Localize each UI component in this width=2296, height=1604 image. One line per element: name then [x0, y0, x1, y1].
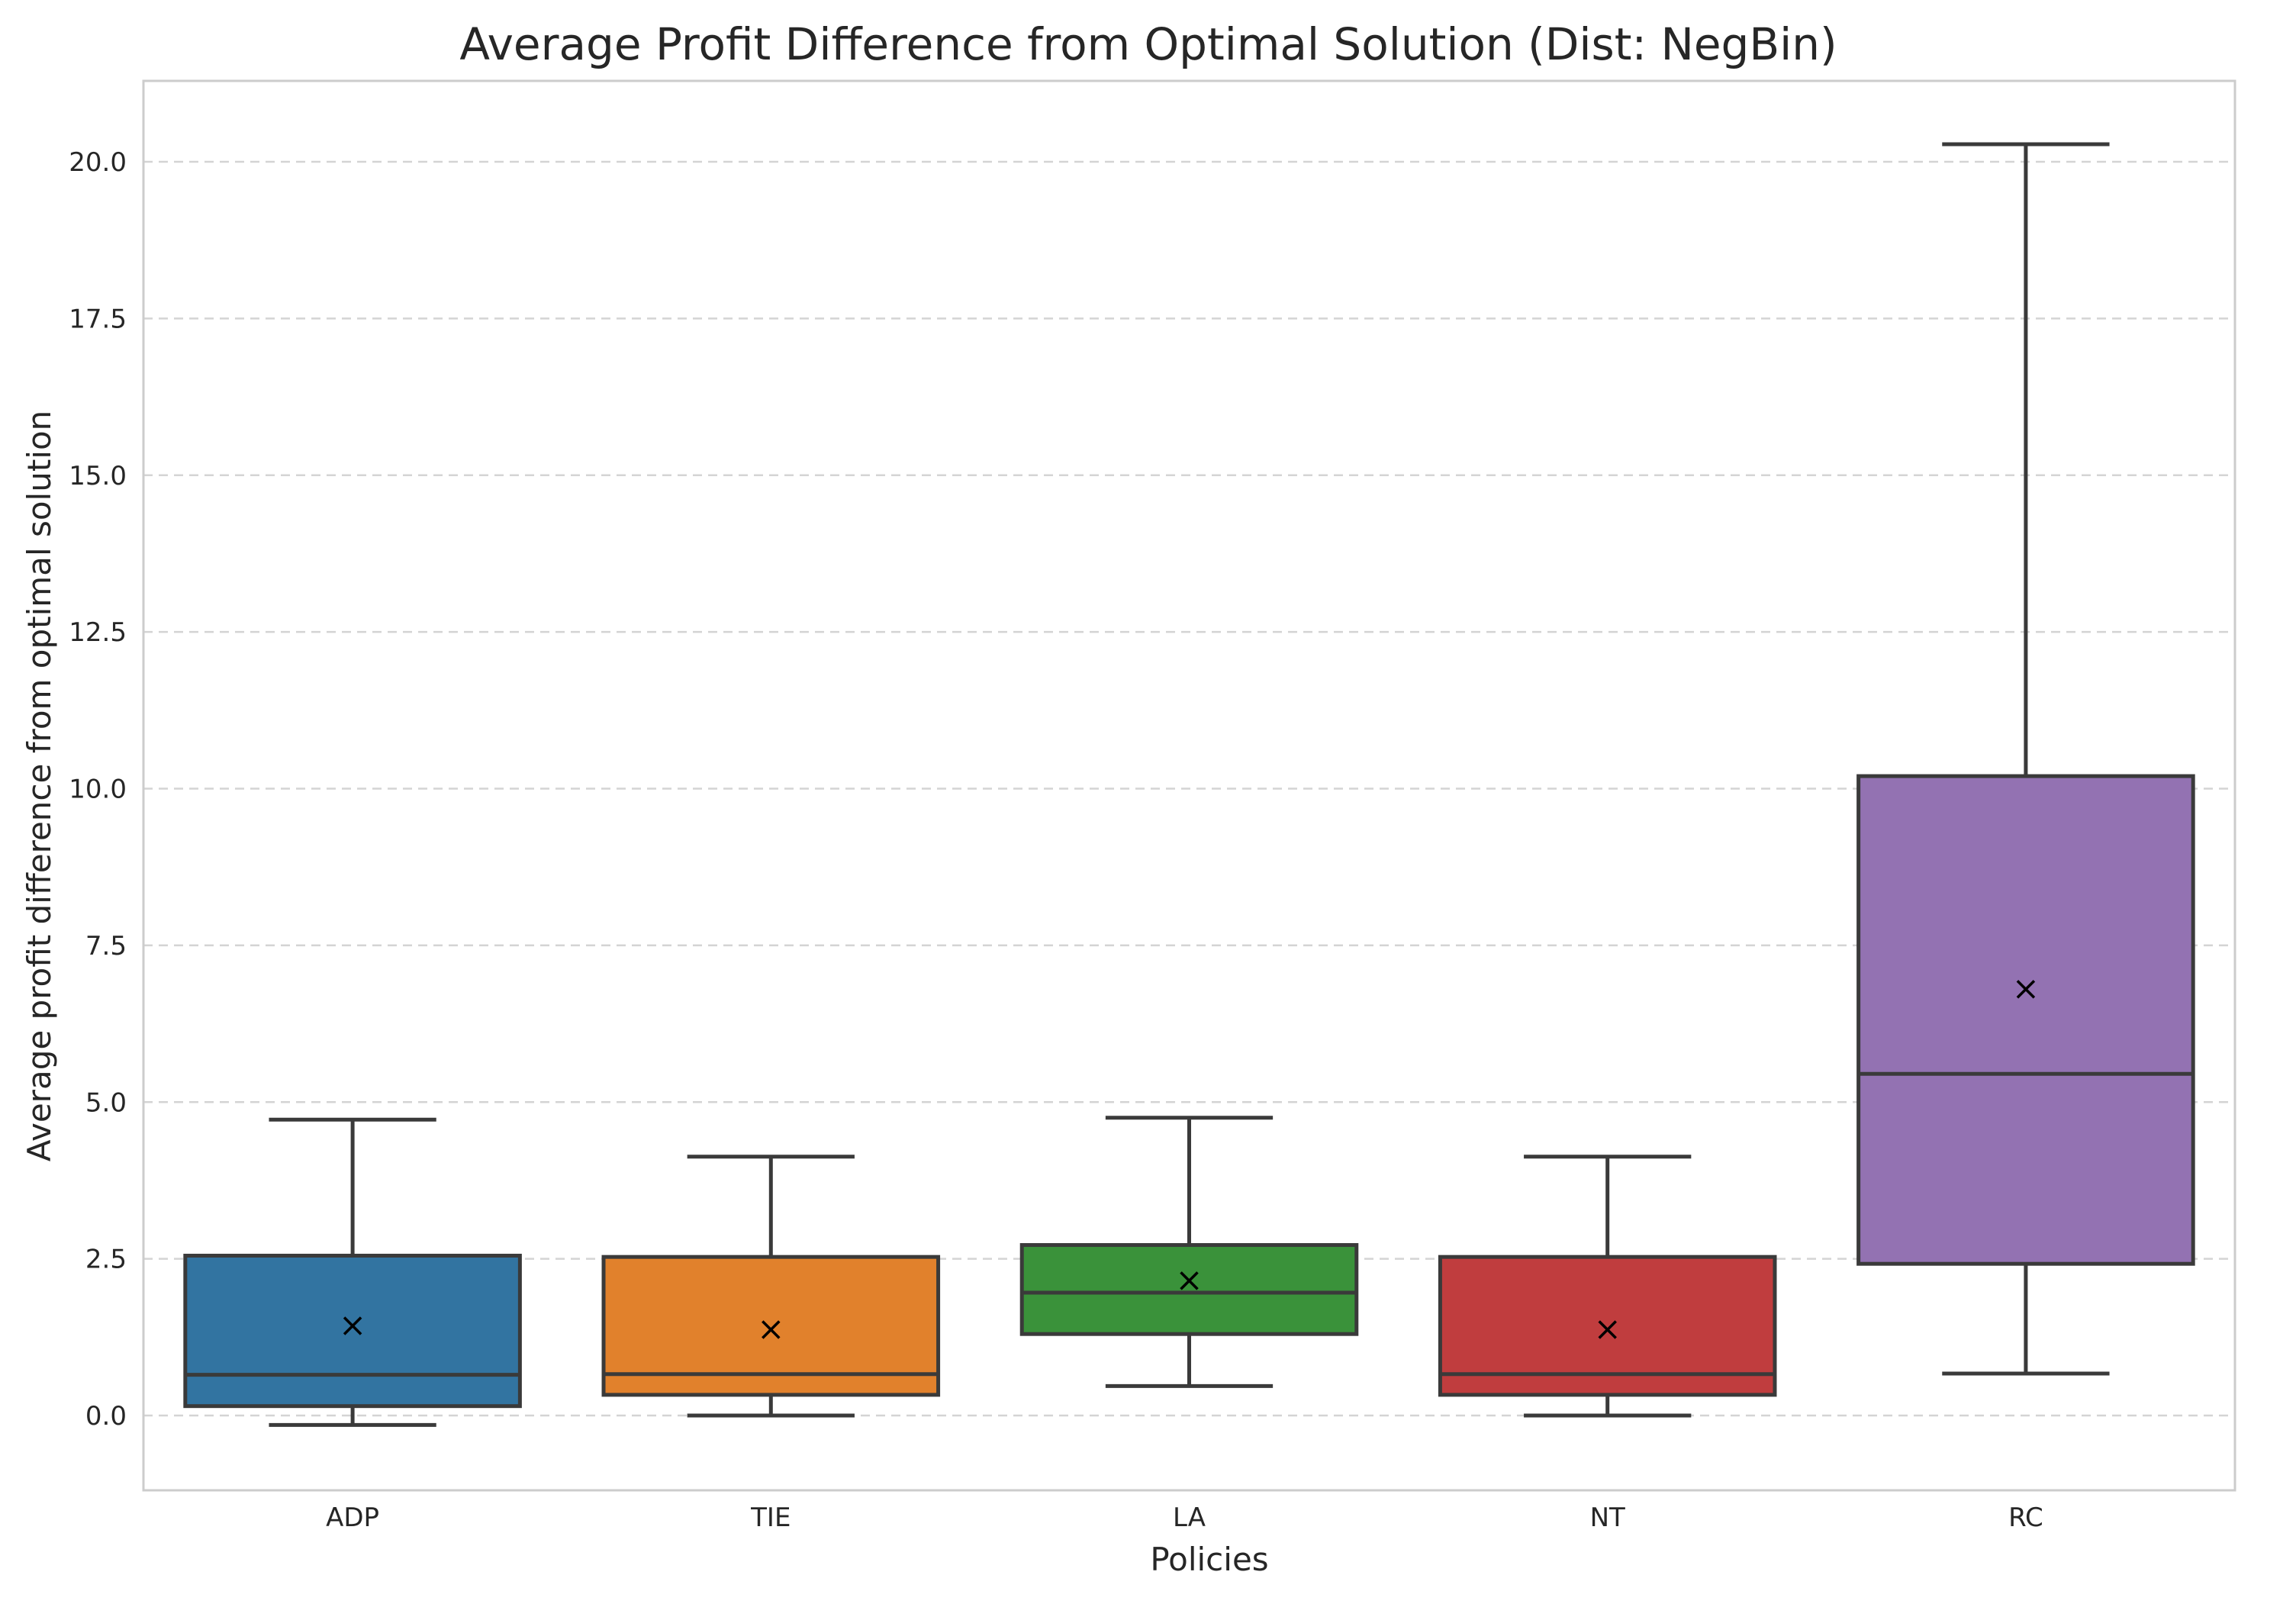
box-group-adp: [183, 1117, 522, 1427]
mean-marker: [762, 1320, 781, 1339]
box-group-tie: [601, 1155, 941, 1418]
y-tick-label: 2.5: [85, 1245, 127, 1275]
y-tick-label: 0.0: [85, 1401, 127, 1432]
x-tick-labels: ADP TIE LA NT RC: [326, 1503, 2043, 1533]
x-tick-label: LA: [1173, 1503, 1206, 1533]
x-axis-title: Policies: [1150, 1541, 1268, 1578]
mean-marker: [1598, 1320, 1617, 1339]
mean-marker: [343, 1316, 362, 1335]
box-group-la: [1019, 1116, 1359, 1388]
y-tick-labels: 0.0 2.5 5.0 7.5 10.0 12.5 15.0 17.5 20.0: [69, 147, 127, 1432]
iqr-box: [601, 1255, 941, 1397]
y-tick-label: 5.0: [85, 1087, 127, 1118]
y-axis-title: Average profit difference from optimal s…: [21, 411, 58, 1162]
iqr-box: [1019, 1243, 1359, 1336]
iqr-box: [1856, 774, 2195, 1266]
box-group-rc: [1856, 142, 2195, 1376]
y-tick-label: 15.0: [69, 461, 127, 491]
y-tick-label: 10.0: [69, 775, 127, 805]
box-group-nt: [1438, 1155, 1777, 1418]
iqr-box: [1438, 1255, 1777, 1397]
x-tick-label: NT: [1590, 1503, 1625, 1533]
x-tick-label: ADP: [326, 1503, 379, 1533]
mean-marker: [2016, 980, 2036, 999]
y-tick-label: 7.5: [85, 931, 127, 961]
box-layer: [183, 142, 2195, 1427]
x-tick-label: TIE: [750, 1503, 791, 1533]
y-tick-label: 12.5: [69, 617, 127, 648]
y-tick-label: 17.5: [69, 304, 127, 334]
mean-marker: [1180, 1271, 1199, 1290]
iqr-box: [183, 1254, 522, 1409]
y-tick-label: 20.0: [69, 147, 127, 178]
x-tick-label: RC: [2008, 1503, 2043, 1533]
plot-frame: [142, 79, 2236, 1492]
chart-title: Average Profit Difference from Optimal S…: [459, 18, 1837, 70]
